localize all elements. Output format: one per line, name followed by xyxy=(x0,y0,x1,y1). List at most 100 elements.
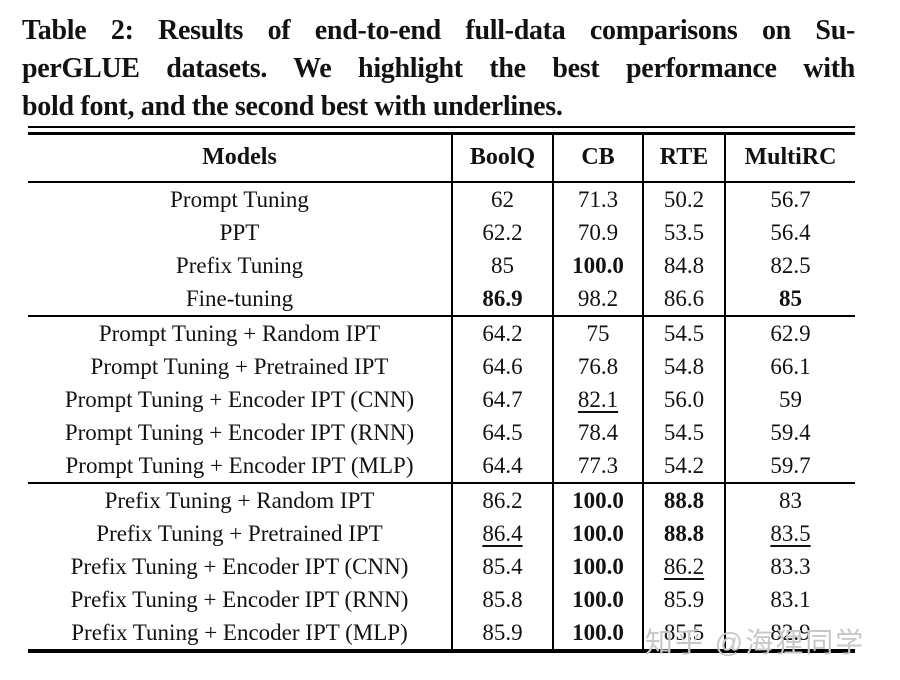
table-header: Models BoolQ CB RTE MultiRC xyxy=(28,133,855,183)
model-name-cell: Prompt Tuning + Random IPT xyxy=(28,315,452,350)
table-caption: Table 2: Results of end-to-end full-data… xyxy=(22,12,855,126)
score-cell: 54.2 xyxy=(642,449,725,483)
score-cell: 84.8 xyxy=(642,249,725,282)
table-row: Prompt Tuning + Encoder IPT (RNN) 64.5 78.… xyxy=(28,416,855,449)
score-cell: 53.5 xyxy=(642,216,725,249)
score-cell: 56.7 xyxy=(724,182,855,216)
caption-line-1: Table 2: Results of end-to-end full-data… xyxy=(22,15,855,46)
model-name-cell: Prompt Tuning + Encoder IPT (CNN) xyxy=(64,386,415,412)
score-cell: 54.5 xyxy=(642,416,725,449)
score-cell: 85.4 xyxy=(451,550,553,583)
model-name-cell: Prompt Tuning + Encoder IPT (MLP) xyxy=(65,452,414,478)
score-cell: 85.9 xyxy=(451,616,553,651)
score-cell: 100.0 xyxy=(552,517,643,550)
header-row: Models BoolQ CB RTE MultiRC xyxy=(28,133,855,183)
table-row: Prompt Tuning + Random IPT 64.2 75 54.5 62.9 xyxy=(28,315,855,350)
score-cell: 62.9 xyxy=(724,315,855,350)
score-cell: 59.7 xyxy=(724,449,855,483)
score-cell: 85.8 xyxy=(451,583,553,616)
score-cell: 54.5 xyxy=(642,315,725,350)
table-row: Prefix Tuning + Encoder IPT (RNN) 85.8 100… xyxy=(28,583,855,616)
score-cell: 64.5 xyxy=(451,416,553,449)
column-header-cb: CB xyxy=(552,133,643,183)
score-cell: 76.8 xyxy=(552,350,643,383)
score-cell: 85.5 xyxy=(642,616,725,651)
score-cell: 86.2 xyxy=(451,482,553,517)
score-cell: 83.5 xyxy=(724,517,855,550)
table-row: Prompt Tuning + Pretrained IPT 64.6 76.8 54… xyxy=(28,350,855,383)
score-cell: 86.6 xyxy=(642,282,725,316)
score-cell: 64.7 xyxy=(451,383,553,416)
table-row: Prefix Tuning + Encoder IPT (CNN) 85.4 100… xyxy=(28,550,855,583)
score-cell: 86.4 xyxy=(451,517,553,550)
row-group-3: Prefix Tuning + Random IPT 86.2 100.0 88.8 8… xyxy=(28,482,855,651)
score-cell: 83.1 xyxy=(724,583,855,616)
score-cell: 85 xyxy=(451,249,553,282)
model-name-cell: Prompt Tuning + Encoder IPT (RNN) xyxy=(64,419,415,445)
table-row: Prefix Tuning 85 100.0 84.8 82.5 xyxy=(28,249,855,282)
score-cell: 100.0 xyxy=(552,616,643,651)
score-cell: 50.2 xyxy=(642,182,725,216)
caption-line-2: perGLUE datasets. We highlight the best … xyxy=(22,53,855,84)
score-cell: 71.3 xyxy=(552,182,643,216)
table-row: PPT 62.2 70.9 53.5 56.4 xyxy=(28,216,855,249)
table-row: Prefix Tuning + Pretrained IPT 86.4 100.0 8… xyxy=(28,517,855,550)
score-cell: 77.3 xyxy=(552,449,643,483)
score-cell: 100.0 xyxy=(552,550,643,583)
column-header-rte: RTE xyxy=(642,133,725,183)
score-cell: 82.9 xyxy=(724,616,855,651)
results-table-container: Models BoolQ CB RTE MultiRC Prompt Tunin… xyxy=(28,126,855,653)
score-cell: 70.9 xyxy=(552,216,643,249)
score-cell: 56.0 xyxy=(642,383,725,416)
column-header-multirc: MultiRC xyxy=(724,133,855,183)
score-cell: 59.4 xyxy=(724,416,855,449)
model-name-cell: Fine-tuning xyxy=(185,285,294,311)
score-cell: 82.5 xyxy=(724,249,855,282)
score-cell: 85 xyxy=(724,282,855,316)
score-cell: 100.0 xyxy=(552,249,643,282)
score-cell: 54.8 xyxy=(642,350,725,383)
model-name-cell: Prefix Tuning + Random IPT xyxy=(28,482,452,517)
watermark: 知乎 @海狸同学 xyxy=(645,627,866,658)
score-cell: 62.2 xyxy=(451,216,553,249)
score-cell: 98.2 xyxy=(552,282,643,316)
score-cell: 59 xyxy=(724,383,855,416)
model-name-cell: Prompt Tuning xyxy=(170,186,309,212)
table-row: Prefix Tuning + Encoder IPT (MLP) 85.9 100… xyxy=(28,616,855,651)
model-name-cell: Prefix Tuning + Encoder IPT (RNN) xyxy=(70,586,409,612)
score-cell: 62 xyxy=(451,182,553,216)
score-cell: 64.2 xyxy=(451,315,553,350)
column-header-models: Models xyxy=(28,133,452,183)
score-cell: 75 xyxy=(552,315,643,350)
model-name-cell: Prefix Tuning + Encoder IPT (CNN) xyxy=(70,553,409,579)
model-name-cell: Prompt Tuning + Pretrained IPT xyxy=(90,353,389,379)
score-cell: 88.8 xyxy=(642,517,725,550)
model-name-cell: Prefix Tuning xyxy=(175,252,304,278)
score-cell: 66.1 xyxy=(724,350,855,383)
score-cell: 100.0 xyxy=(552,583,643,616)
column-header-boolq: BoolQ xyxy=(451,133,553,183)
score-cell: 86.9 xyxy=(451,282,553,316)
score-cell: 100.0 xyxy=(552,482,643,517)
caption-line-3: bold font, and the second best with unde… xyxy=(22,91,563,122)
table-row: Fine-tuning 86.9 98.2 86.6 85 xyxy=(28,282,855,316)
score-cell: 85.9 xyxy=(642,583,725,616)
model-name-cell: Prefix Tuning + Pretrained IPT xyxy=(96,520,383,546)
results-table: Models BoolQ CB RTE MultiRC Prompt Tunin… xyxy=(28,132,855,653)
score-cell: 83.3 xyxy=(724,550,855,583)
table-row: Prompt Tuning 62 71.3 50.2 56.7 xyxy=(28,182,855,216)
score-cell: 78.4 xyxy=(552,416,643,449)
table-row: Prompt Tuning + Encoder IPT (MLP) 64.4 77.… xyxy=(28,449,855,483)
score-cell: 64.6 xyxy=(451,350,553,383)
row-group-2: Prompt Tuning + Random IPT 64.2 75 54.5 62.9… xyxy=(28,315,855,483)
score-cell: 88.8 xyxy=(642,482,725,517)
score-cell: 86.2 xyxy=(642,550,725,583)
score-cell: 56.4 xyxy=(724,216,855,249)
row-group-1: Prompt Tuning 62 71.3 50.2 56.7 PPT 62.2 70.9 53… xyxy=(28,182,855,316)
model-name-cell: PPT xyxy=(219,219,260,245)
table-row: Prefix Tuning + Random IPT 86.2 100.0 88.8 8… xyxy=(28,482,855,517)
score-cell: 64.4 xyxy=(451,449,553,483)
score-cell: 82.1 xyxy=(552,383,643,416)
table-row: Prompt Tuning + Encoder IPT (CNN) 64.7 82.… xyxy=(28,383,855,416)
